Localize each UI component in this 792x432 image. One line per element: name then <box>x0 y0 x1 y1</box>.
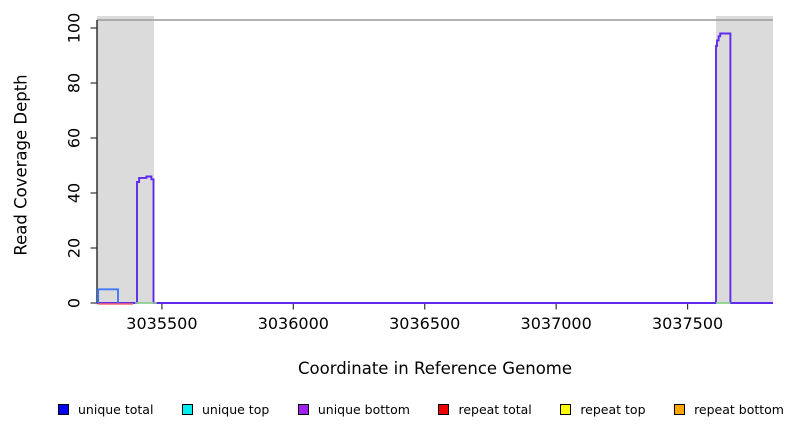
legend-swatch-icon <box>438 403 450 415</box>
legend-swatch-icon <box>560 403 572 415</box>
legend-label: unique total <box>78 401 154 417</box>
series-unique-total <box>97 288 119 303</box>
shaded-region <box>97 16 155 303</box>
y-tick-label: 80 <box>64 72 84 94</box>
x-tick-label: 3037000 <box>520 314 592 333</box>
shaded-region <box>715 16 773 303</box>
y-tick-label: 60 <box>64 127 84 149</box>
legend-swatch-icon <box>181 403 193 415</box>
y-tick-label: 0 <box>64 297 84 309</box>
x-tick-label: 3036000 <box>257 314 329 333</box>
legend-swatch-icon <box>674 403 686 415</box>
legend-item-repeat-bottom: repeat bottom <box>674 402 784 417</box>
legend-item-unique-bottom: unique bottom <box>297 401 410 417</box>
plot-legend: unique total unique top unique bottom repea… <box>58 400 784 418</box>
legend-label: repeat total <box>458 401 532 417</box>
legend-item-unique-total: unique total <box>58 402 153 417</box>
x-tick-label: 3037500 <box>651 314 724 333</box>
y-axis-title: Read Coverage Depth <box>11 74 31 256</box>
x-tick-label: 3035500 <box>126 314 198 333</box>
y-tick-label: 20 <box>64 237 84 259</box>
legend-swatch-icon <box>58 403 69 415</box>
y-tick-label: 100 <box>64 12 84 44</box>
x-axis-title: Coordinate in Reference Genome <box>297 359 573 378</box>
legend-item-unique-top: unique top <box>181 401 270 417</box>
x-tick-label: 3036500 <box>389 314 461 333</box>
legend-label: repeat top <box>580 401 646 417</box>
legend-label: repeat bottom <box>694 401 784 417</box>
series-unique-bottom <box>97 32 773 304</box>
legend-item-repeat-top: repeat top <box>560 401 646 417</box>
legend-item-repeat-total: repeat total <box>438 401 532 417</box>
legend-swatch-icon <box>297 403 309 415</box>
legend-label: unique top <box>201 401 270 417</box>
y-tick-label: 40 <box>64 182 84 204</box>
legend-label: unique bottom <box>317 401 410 417</box>
